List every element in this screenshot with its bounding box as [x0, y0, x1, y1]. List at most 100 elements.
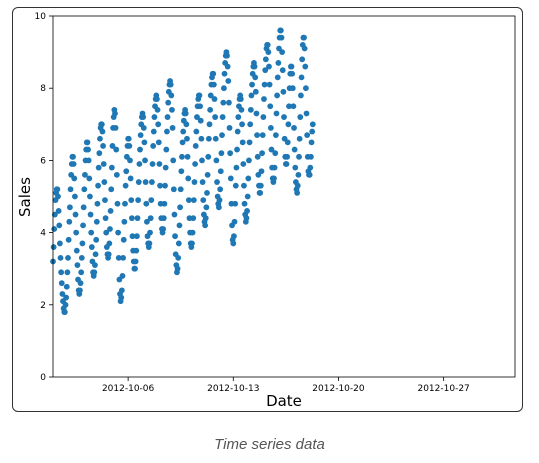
data-point	[122, 200, 128, 207]
data-point	[244, 193, 251, 200]
data-point	[119, 273, 126, 279]
data-point	[78, 269, 85, 276]
data-point	[108, 186, 115, 193]
data-point	[189, 240, 195, 247]
data-point	[109, 143, 116, 149]
data-point	[254, 132, 260, 139]
data-point	[277, 27, 284, 34]
data-point	[88, 244, 95, 250]
data-point	[120, 254, 127, 261]
data-point	[126, 143, 133, 149]
data-point	[244, 208, 250, 214]
data-point	[210, 81, 217, 88]
y-tick-label: 2	[40, 301, 46, 311]
x-tick-label: 2012-10-13	[207, 384, 259, 394]
data-point	[182, 110, 189, 117]
data-point	[230, 240, 237, 247]
data-point	[70, 161, 77, 167]
data-point	[185, 197, 192, 204]
data-point	[93, 236, 100, 243]
data-point	[51, 211, 58, 218]
data-point	[211, 96, 218, 102]
data-point	[101, 179, 108, 185]
data-point	[72, 193, 78, 200]
data-point	[157, 182, 163, 189]
data-point	[213, 157, 220, 164]
data-point	[241, 200, 248, 207]
data-point	[73, 247, 80, 254]
data-point	[143, 200, 150, 207]
data-point	[172, 233, 178, 240]
data-point	[232, 182, 239, 189]
data-point	[273, 110, 280, 117]
data-point	[113, 146, 120, 153]
data-point	[258, 168, 265, 175]
data-point	[183, 121, 190, 128]
data-point	[164, 128, 170, 135]
data-point	[246, 139, 253, 146]
data-point	[257, 189, 264, 196]
data-point	[266, 63, 272, 70]
data-point	[289, 70, 296, 77]
data-point	[283, 161, 290, 167]
data-point	[70, 153, 76, 160]
data-point	[88, 229, 95, 236]
data-point	[279, 67, 286, 74]
data-point	[61, 309, 68, 315]
data-point	[167, 81, 174, 88]
data-point	[193, 128, 200, 135]
data-point	[207, 92, 214, 99]
data-point	[115, 229, 122, 236]
data-point	[165, 99, 172, 106]
data-point	[100, 161, 107, 167]
data-point	[77, 287, 83, 294]
data-point	[259, 132, 266, 139]
data-point	[240, 161, 247, 167]
data-point	[62, 301, 69, 308]
data-point	[120, 236, 127, 243]
data-point	[85, 146, 91, 153]
data-point	[290, 103, 297, 110]
data-point	[161, 200, 168, 207]
data-point	[275, 60, 282, 66]
data-point	[168, 92, 175, 99]
data-point	[156, 161, 163, 167]
data-point	[237, 96, 244, 102]
x-axis-label: Date	[266, 392, 302, 410]
data-point	[64, 269, 71, 276]
data-point	[281, 114, 287, 120]
data-point	[135, 179, 142, 185]
data-point	[239, 139, 246, 146]
y-tick-label: 0	[40, 373, 46, 383]
data-point	[65, 254, 71, 261]
data-point	[87, 193, 93, 200]
data-point	[63, 283, 70, 290]
data-point	[99, 128, 106, 135]
data-point	[272, 132, 279, 139]
data-point	[134, 215, 141, 222]
data-point	[132, 265, 138, 272]
y-tick-label: 6	[40, 156, 46, 166]
data-point	[170, 157, 177, 164]
data-point	[291, 125, 297, 131]
data-point	[301, 34, 307, 41]
data-point	[246, 157, 252, 164]
data-point	[261, 81, 268, 88]
data-point	[125, 135, 132, 142]
data-point	[266, 81, 273, 88]
data-point	[190, 197, 197, 204]
data-point	[260, 114, 267, 120]
data-point	[95, 182, 101, 189]
data-point	[80, 204, 87, 211]
data-point	[123, 168, 130, 175]
data-point	[272, 150, 279, 157]
data-point	[112, 125, 119, 131]
data-point	[115, 254, 122, 261]
data-point	[309, 121, 316, 128]
data-point	[135, 197, 142, 204]
data-point	[149, 161, 156, 167]
data-point	[56, 222, 63, 229]
data-point	[307, 164, 314, 171]
data-point	[147, 215, 154, 222]
